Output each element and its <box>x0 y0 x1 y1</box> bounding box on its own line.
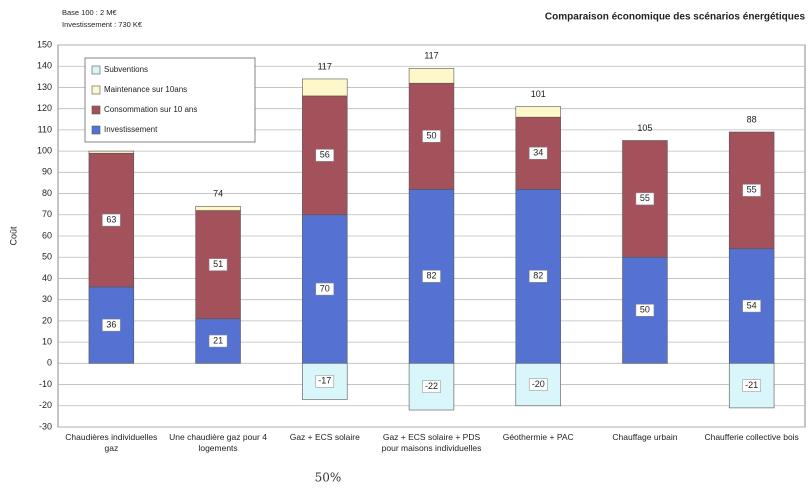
value-label: 51 <box>213 259 223 269</box>
subtitle-line: Base 100 : 2 M€ <box>62 8 117 17</box>
y-tick-label: 10 <box>42 336 52 346</box>
x-tick-label: Chaudières individuelles gaz <box>65 432 158 453</box>
y-tick-label: 20 <box>42 315 52 325</box>
legend-swatch <box>91 125 101 135</box>
legend-label: Maintenance sur 10ans <box>104 85 187 94</box>
value-label-box <box>528 270 548 283</box>
total-label: 101 <box>531 89 546 99</box>
value-label-box <box>528 378 548 391</box>
value-label: 50 <box>640 305 650 315</box>
y-tick-label: 60 <box>42 230 52 240</box>
value-label: 70 <box>320 283 330 293</box>
y-tick-label: -20 <box>39 400 52 410</box>
value-label: 36 <box>106 320 116 330</box>
legend-swatch <box>91 85 101 95</box>
y-tick-label: 100 <box>37 145 52 155</box>
x-tick-label: Une chaudière gaz pour 4 logements <box>169 432 267 453</box>
total-label: 74 <box>213 189 223 199</box>
value-label-box <box>422 270 441 283</box>
value-label: 82 <box>533 271 543 281</box>
y-tick-label: 80 <box>42 188 52 198</box>
value-label: 55 <box>747 185 757 195</box>
x-tick-label: Chaufferie collective bois <box>704 432 799 442</box>
y-tick-label: 30 <box>42 294 52 304</box>
value-label: -21 <box>745 380 758 390</box>
value-label: -20 <box>532 379 545 389</box>
value-label-box <box>422 380 441 393</box>
y-tick-label: 150 <box>37 39 52 49</box>
value-label-box <box>315 282 335 296</box>
x-tick-label: Chauffage urbain <box>612 432 678 442</box>
value-label-box <box>102 318 121 332</box>
bar-segment <box>515 106 561 118</box>
value-label-box <box>422 130 441 143</box>
y-tick-label: 130 <box>37 82 52 92</box>
value-label: 55 <box>640 193 650 203</box>
chart-title: Comparaison économique des scénarios éne… <box>545 12 806 23</box>
y-tick-label: 0 <box>47 358 52 368</box>
x-tick-label: Gaz + ECS solaire + PDS pour maisons ind… <box>381 432 482 453</box>
annotation: 50% <box>315 471 342 485</box>
x-tick-label: Gaz + ECS solaire <box>289 432 360 442</box>
value-label: 54 <box>747 300 757 310</box>
value-label: 21 <box>213 335 223 345</box>
legend-box <box>84 57 256 143</box>
y-tick-label: 90 <box>42 167 52 177</box>
y-tick-label: 40 <box>42 273 52 283</box>
value-label-box <box>315 149 335 162</box>
value-label: 82 <box>426 271 436 281</box>
value-label-box <box>635 192 655 206</box>
y-tick-label: -10 <box>39 379 52 389</box>
y-axis-label: Coût <box>8 226 18 246</box>
total-label: 117 <box>424 51 438 61</box>
legend-label: Consommation sur 10 ans <box>104 105 197 114</box>
value-label: 63 <box>106 214 116 224</box>
value-label-box <box>742 299 761 313</box>
y-tick-label: 70 <box>42 209 52 219</box>
legend-label: Investissement <box>104 125 158 134</box>
y-tick-label: 140 <box>37 61 52 71</box>
value-label: -22 <box>425 381 438 391</box>
bar-segment <box>88 150 135 154</box>
subtitle-line: Investissement : 730 K€ <box>62 20 143 29</box>
x-tick-label: Géothermie + PAC <box>502 432 574 442</box>
legend-label: Subventions <box>104 65 148 74</box>
value-label: -17 <box>318 376 331 386</box>
y-tick-label: 50 <box>42 252 52 262</box>
total-label: 88 <box>747 114 757 124</box>
legend-swatch <box>91 65 101 75</box>
value-label: 56 <box>320 150 330 160</box>
value-label-box <box>315 375 335 388</box>
y-tick-label: -30 <box>39 421 52 431</box>
value-label: 50 <box>426 131 436 141</box>
value-label-box <box>208 258 228 271</box>
value-label-box <box>208 334 228 348</box>
bar-segment <box>302 78 348 97</box>
bar-segment <box>408 68 455 84</box>
y-tick-label: 110 <box>38 124 52 134</box>
value-label-box <box>528 146 548 160</box>
bar-segment <box>195 205 241 211</box>
value-label-box <box>742 379 761 392</box>
value-label: 34 <box>533 148 543 158</box>
total-label: 105 <box>637 123 652 133</box>
value-label-box <box>102 213 121 227</box>
value-label-box <box>635 304 655 317</box>
y-tick-label: 120 <box>37 103 52 113</box>
total-label: 117 <box>318 61 332 71</box>
value-label-box <box>742 184 761 197</box>
legend-swatch <box>91 105 101 115</box>
